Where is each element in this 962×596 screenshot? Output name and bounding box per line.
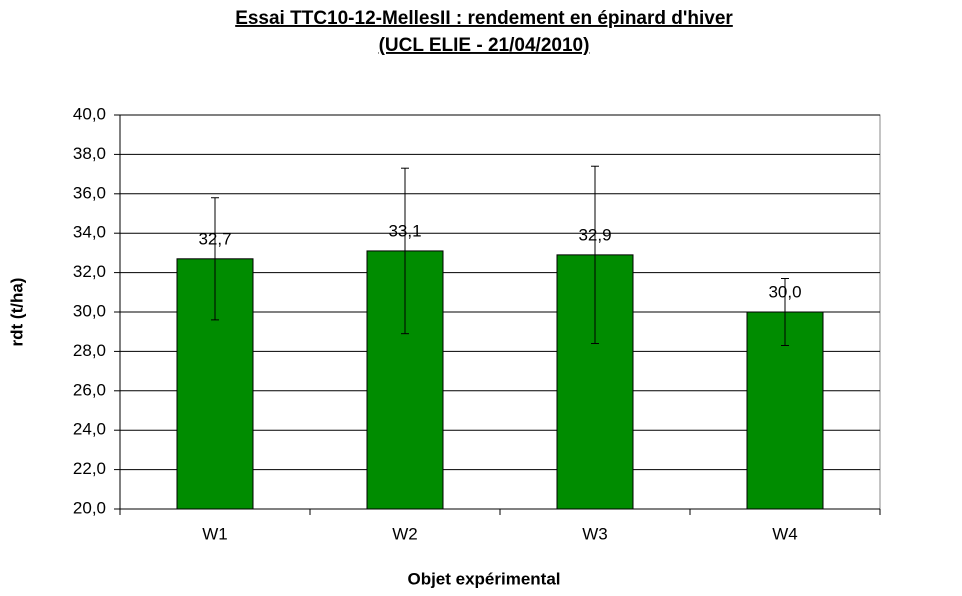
y-tick-label: 28,0 (73, 341, 106, 360)
y-tick-label: 22,0 (73, 459, 106, 478)
y-tick-label: 36,0 (73, 183, 106, 202)
x-tick-label: W2 (392, 524, 418, 543)
y-tick-label: 30,0 (73, 301, 106, 320)
value-label: 32,9 (578, 225, 611, 244)
y-tick-label: 24,0 (73, 420, 106, 439)
value-label: 30,0 (768, 282, 801, 301)
y-axis-title: rdt (t/ha) (7, 278, 26, 347)
y-tick-label: 32,0 (73, 262, 106, 281)
chart-title: Essai TTC10-12-MellesII : rendement en é… (235, 8, 733, 29)
value-label: 33,1 (388, 221, 421, 240)
x-tick-label: W1 (202, 524, 228, 543)
y-tick-label: 38,0 (73, 144, 106, 163)
y-tick-label: 40,0 (73, 104, 106, 123)
x-tick-label: W4 (772, 524, 798, 543)
x-axis-title: Objet expérimental (407, 569, 560, 588)
value-label: 32,7 (198, 229, 231, 248)
y-tick-label: 26,0 (73, 380, 106, 399)
y-tick-label: 20,0 (73, 498, 106, 517)
y-tick-label: 34,0 (73, 223, 106, 242)
x-tick-label: W3 (582, 524, 608, 543)
chart-subtitle: (UCL ELIE - 21/04/2010) (379, 35, 590, 56)
